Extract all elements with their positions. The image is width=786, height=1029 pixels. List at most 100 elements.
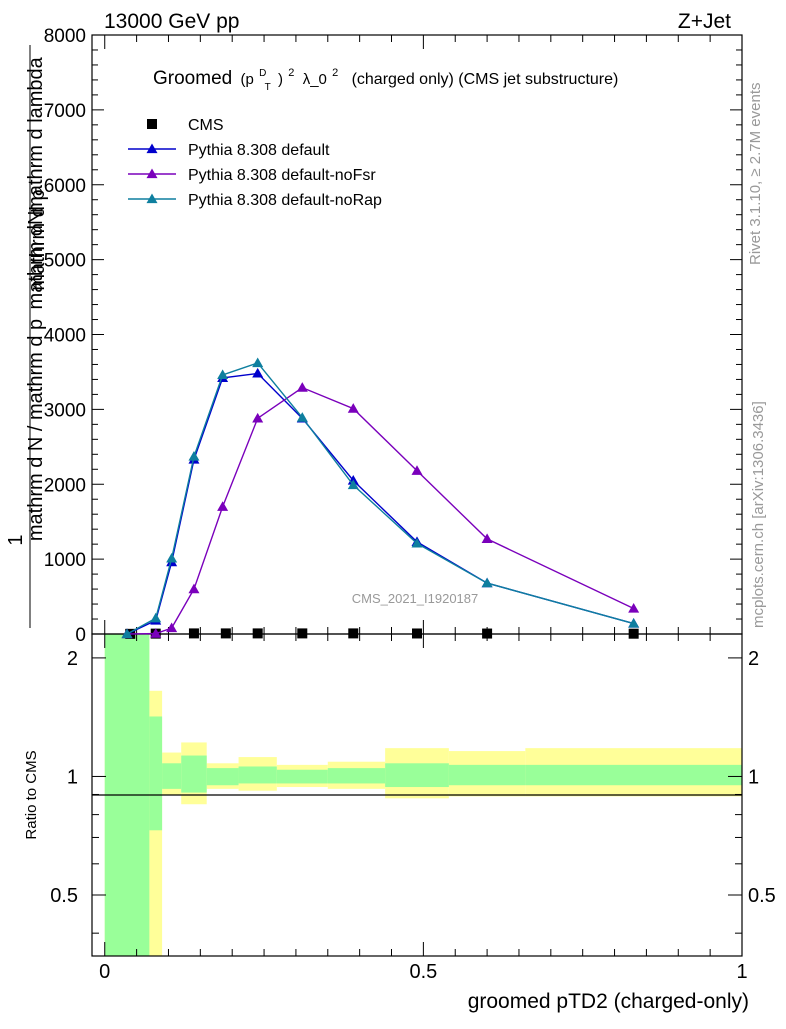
ratio-y-tick-label-right: 2 [748, 648, 759, 670]
x-axis-label: groomed pTD2 (charged-only) [468, 990, 749, 1013]
legend-label: CMS [188, 117, 224, 134]
series-point [628, 618, 640, 628]
series-point [411, 465, 423, 475]
title-lambda: λ_0 [303, 71, 327, 88]
series-point [296, 412, 308, 422]
main-y-axis: 0 1000 2000 3000 4000 5000 6000 7000 8000 [44, 26, 742, 646]
data-point [628, 628, 639, 639]
main-y-tick-label: 2000 [44, 475, 86, 496]
series-point [296, 382, 308, 392]
header-left: 13000 GeV pp [104, 10, 239, 33]
svg-text:mathrm d lambda: mathrm d lambda [25, 56, 47, 212]
ratio-stat-band [181, 755, 207, 793]
series-point [188, 451, 200, 461]
series-point [188, 583, 200, 594]
ratio-stat-band [276, 769, 328, 784]
legend-marker [146, 168, 158, 179]
series-point [347, 479, 359, 490]
title-sub-t: T [265, 82, 271, 93]
main-y-tick-label: 1000 [44, 550, 86, 571]
ratio-x-tick-label: 0 [99, 961, 110, 983]
legend-marker [146, 193, 158, 204]
mcplots-label: mcplots.cern.ch [arXiv:1306.3436] [750, 401, 767, 628]
series-point [166, 552, 178, 563]
chart-title: Groomed (p D T ) 2 λ_0 2 (charged only) … [153, 60, 618, 95]
analysis-watermark: CMS_2021_I1920187 [352, 591, 479, 606]
ratio-y-label: Ratio to CMS [23, 750, 40, 839]
series-point [411, 537, 423, 548]
ylabel-one: 1 [5, 534, 27, 545]
main-y-label: mathrm dN 1 mathrm d N / mathrm d p math… [5, 45, 49, 628]
ratio-stat-band [385, 763, 449, 788]
title-sup-2b: 2 [332, 67, 338, 79]
data-point [348, 628, 359, 639]
ratio-y-tick-label-right: 0.5 [748, 885, 776, 907]
series-point [252, 357, 264, 368]
ratio-y-tick-label: 0.5 [50, 885, 78, 907]
main-y-tick-label: 0 [75, 625, 86, 646]
title-sup-d: D [259, 68, 266, 79]
ratio-y-axis: 0.5 0.5 1 1 2 2 [50, 648, 776, 934]
series-point [166, 622, 178, 633]
ratio-stat-band [448, 764, 526, 786]
ratio-stat-band [149, 716, 163, 831]
main-y-tick-label: 3000 [44, 400, 86, 421]
legend-marker [147, 119, 157, 129]
main-y-tick-label: 4000 [44, 326, 86, 347]
title-close: ) [278, 71, 283, 88]
ratio-stat-band [238, 766, 277, 784]
data-point [482, 628, 493, 639]
series-point [252, 367, 264, 378]
ratio-x-tick-label: 0.5 [409, 961, 437, 983]
series-point [628, 603, 640, 613]
ratio-stat-band [162, 763, 182, 789]
series-point [150, 612, 162, 623]
ylabel-numer3: mathrm d lambda [25, 56, 47, 212]
data-point [188, 628, 199, 639]
series-point [347, 403, 359, 413]
series-point [217, 501, 229, 511]
data-point [412, 628, 422, 639]
title-prefix: Groomed [153, 68, 232, 89]
ratio-y-tick-label-right: 1 [748, 766, 759, 788]
data-point [220, 628, 231, 639]
data-point [297, 628, 308, 639]
title-sup-2: 2 [288, 67, 294, 79]
legend-label: Pythia 8.308 default-noRap [188, 192, 382, 209]
data-point [252, 628, 263, 639]
ratio-y-tick-label: 2 [67, 648, 78, 670]
ratio-stat-band [206, 768, 239, 786]
ratio-y-tick-label: 1 [67, 766, 78, 788]
ratio-x-axis: 0 0.5 1 [99, 634, 748, 983]
ratio-x-tick-label: 1 [736, 961, 747, 983]
ratio-stat-band [327, 768, 386, 784]
svg-text:mathrm d N / mathrm d p: mathrm d N / mathrm d p [25, 319, 47, 541]
svg-text:1: 1 [5, 534, 27, 545]
series-point [121, 628, 133, 639]
legend-label: Pythia 8.308 default [188, 142, 330, 159]
legend-label: Pythia 8.308 default-noFsr [188, 167, 376, 184]
series-point [150, 628, 162, 638]
svg-text:Groomed (p D: Groomed (p D T ) 2 λ_0 2 (charged only) … [153, 60, 618, 95]
ylabel-denom: mathrm d N / mathrm d p [25, 319, 47, 541]
series-layer [121, 357, 640, 639]
series-3 [121, 357, 640, 639]
header-right: Z+Jet [678, 10, 731, 33]
main-y-tick-label: 5000 [44, 251, 86, 272]
title-suffix: (charged only) (CMS jet substructure) [352, 71, 619, 88]
main-y-tick-label: 8000 [44, 26, 86, 47]
ylabel-numer2: mathrm d p [27, 189, 49, 290]
series-point [481, 533, 493, 544]
series-point [481, 577, 493, 588]
ratio-stat-band [525, 764, 742, 786]
main-y-tick-label: 7000 [44, 101, 86, 122]
rivet-label: Rivet 3.1.10, ≥ 2.7M events [747, 83, 764, 266]
main-y-tick-label: 6000 [44, 176, 86, 197]
main-x-ticks [104, 35, 743, 634]
series-point [252, 412, 264, 423]
legend-marker [146, 143, 158, 154]
svg-text:mathrm d p: mathrm d p [27, 189, 49, 290]
legend: CMS Pythia 8.308 default Pythia 8.308 defa… [128, 117, 382, 209]
